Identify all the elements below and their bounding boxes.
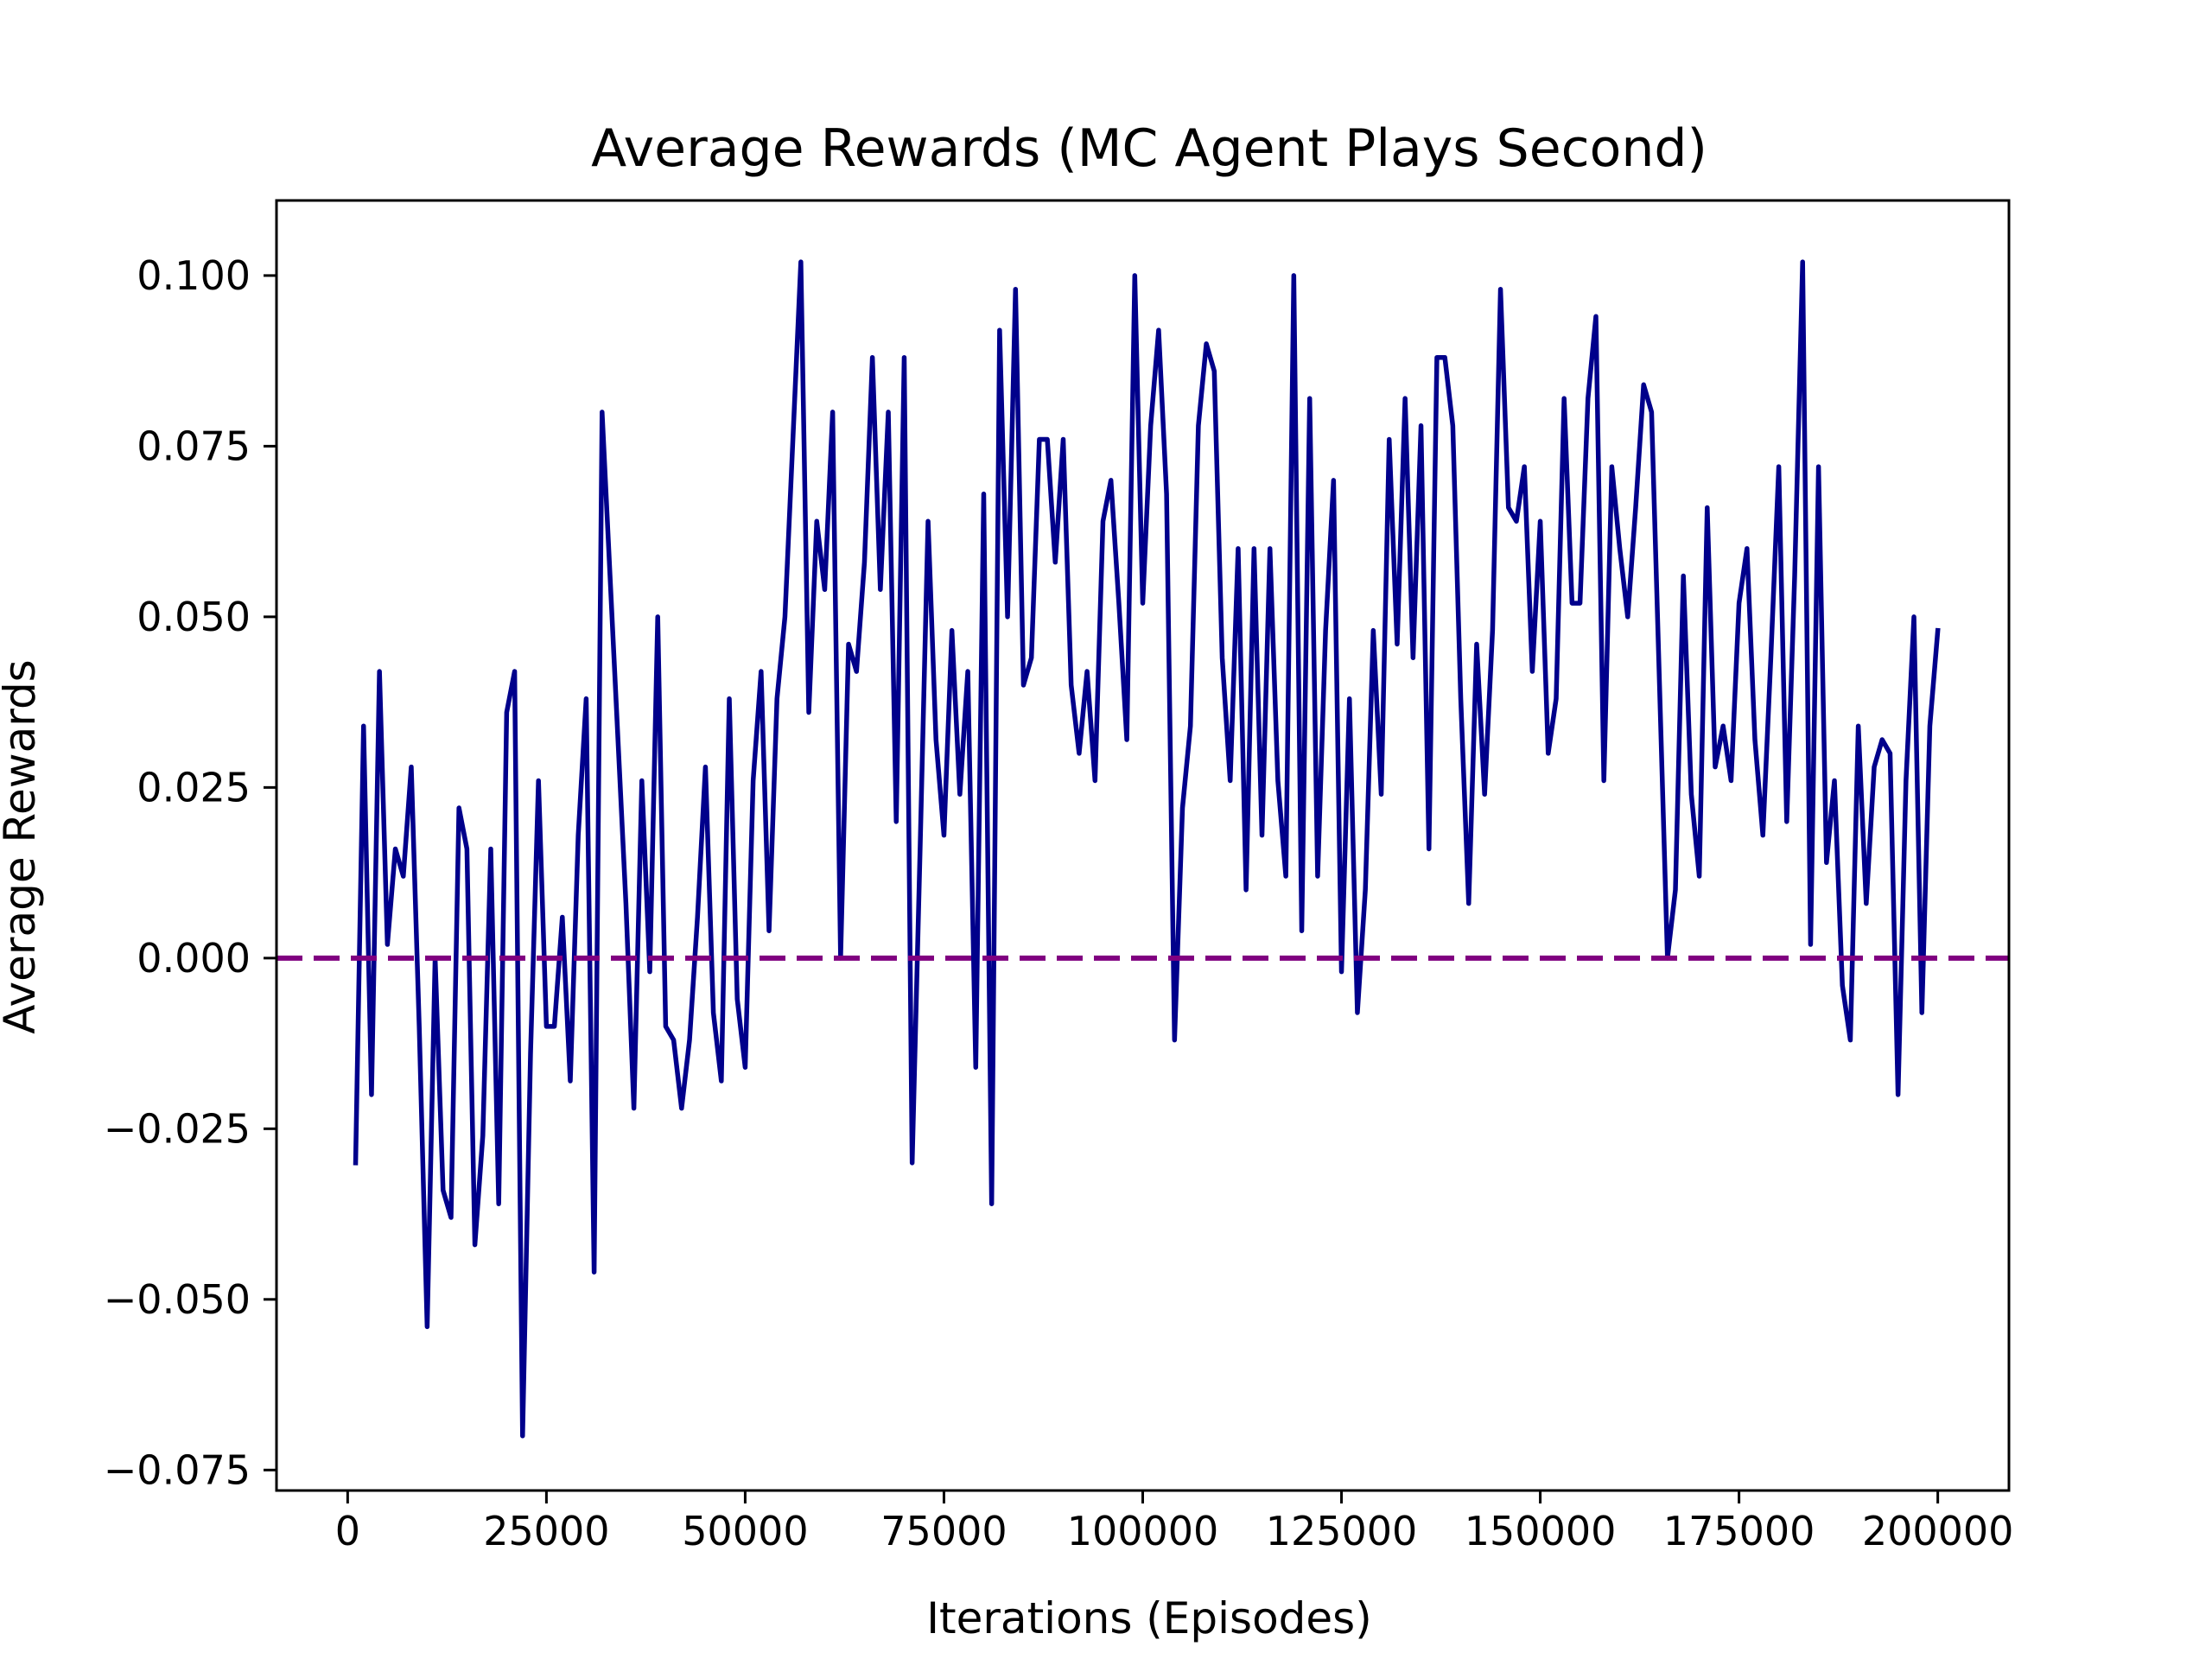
- y-axis-label: Average Rewards: [0, 659, 45, 1033]
- x-tick-label: 50000: [682, 1508, 808, 1554]
- axis-ticks: 0 25000 50000 75000 100000 125000 150000 175000…: [104, 252, 2014, 1554]
- x-tick-label: 200000: [1862, 1508, 2014, 1554]
- y-tick-label: −0.050: [104, 1276, 251, 1323]
- x-tick-label: 25000: [483, 1508, 609, 1554]
- x-tick-label: 175000: [1663, 1508, 1815, 1554]
- y-tick-label: 0.050: [137, 594, 251, 640]
- x-tick-label: 150000: [1465, 1508, 1617, 1554]
- y-tick-label: 0.000: [137, 935, 251, 982]
- y-tick-label: −0.075: [104, 1446, 251, 1493]
- x-axis-label: Iterations (Episodes): [926, 1593, 1371, 1643]
- chart-title: Average Rewards (MC Agent Plays Second): [591, 118, 1707, 179]
- x-tick-label: 100000: [1067, 1508, 1219, 1554]
- y-tick-label: 0.075: [137, 423, 251, 469]
- x-tick-label: 125000: [1266, 1508, 1418, 1554]
- x-tick-label: 0: [335, 1508, 360, 1554]
- y-tick-label: 0.025: [137, 764, 251, 810]
- series-line-average-rewards: [353, 259, 1941, 1439]
- y-tick-label: 0.100: [137, 252, 251, 299]
- y-tick-label: −0.025: [104, 1105, 251, 1152]
- x-tick-label: 75000: [880, 1508, 1007, 1554]
